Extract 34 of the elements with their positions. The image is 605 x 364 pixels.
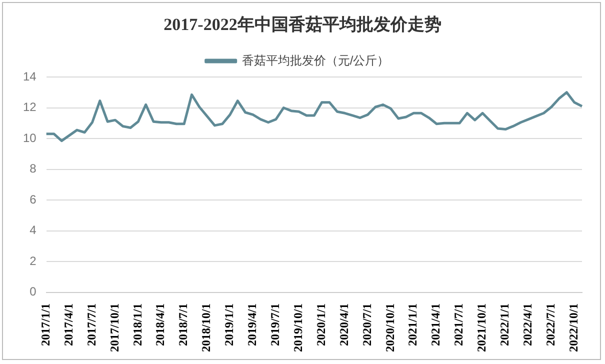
- x-tick-label: 2017/1/1: [38, 303, 52, 346]
- x-tick-label: 2021/4/1: [428, 303, 443, 346]
- x-tick-label: 2021/1/1: [406, 303, 420, 346]
- y-tick-label: 8: [30, 162, 37, 176]
- y-tick-label: 0: [30, 284, 37, 299]
- x-tick-label: 2020/10/1: [382, 303, 397, 352]
- x-tick-label: 2021/10/1: [474, 303, 489, 352]
- x-tick-label: 2017/10/1: [107, 303, 122, 352]
- y-tick-label: 12: [22, 100, 37, 114]
- y-tick-label: 2: [30, 254, 37, 268]
- x-tick-label: 2017/4/1: [61, 303, 76, 346]
- x-tick-label: 2021/7/1: [452, 303, 466, 346]
- x-tick-label: 2018/4/1: [153, 303, 168, 346]
- y-tick-label: 6: [30, 192, 37, 206]
- y-tick-label: 4: [30, 223, 37, 238]
- x-tick-label: 2018/10/1: [199, 303, 214, 352]
- x-tick-label: 2019/1/1: [222, 303, 236, 346]
- x-tick-label: 2019/7/1: [268, 303, 282, 346]
- y-tick-label: 10: [22, 130, 37, 145]
- x-tick-label: 2019/10/1: [290, 303, 305, 352]
- x-tick-label: 2022/7/1: [543, 303, 558, 346]
- x-tick-label: 2022/1/1: [498, 303, 512, 346]
- x-tick-label: 2020/1/1: [314, 303, 328, 346]
- x-tick-label: 2020/7/1: [360, 303, 374, 346]
- x-tick-label: 2017/7/1: [84, 303, 98, 346]
- y-tick-label: 14: [22, 69, 37, 84]
- x-tick-label: 2022/10/1: [566, 303, 580, 352]
- x-tick-label: 2019/4/1: [245, 303, 260, 346]
- x-tick-label: 2022/4/1: [520, 303, 535, 346]
- chart-title: 2017-2022年中国香菇平均批发价走势: [162, 14, 442, 36]
- legend-label: 香菇平均批发价（元/公斤）: [242, 53, 390, 68]
- x-tick-label: 2018/1/1: [130, 303, 144, 346]
- x-tick-label: 2018/7/1: [176, 303, 190, 346]
- x-tick-label: 2020/4/1: [336, 303, 351, 346]
